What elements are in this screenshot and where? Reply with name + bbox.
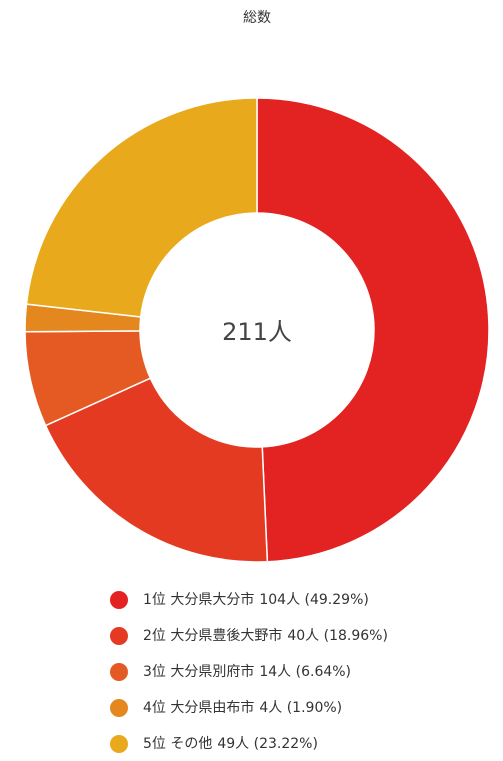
legend-value: 104人 (49.29%) [259,592,368,608]
legend-category: 4位 大分県由布市 [143,699,254,716]
legend-category: 3位 大分県別府市 [143,663,254,680]
legend-category: 5位 その他 [143,736,212,752]
legend-value: 40人 (18.96%) [287,628,388,644]
legend-label: 2位 大分県豊後大野市 40人 (18.96%) [143,627,388,644]
legend-label: 3位 大分県別府市 14人 (6.64%) [143,663,351,680]
donut-segment [25,97,258,318]
legend-label: 4位 大分県由布市 4人 (1.90%) [143,699,342,716]
legend-label: 5位 その他 49人 (23.22%) [143,736,318,752]
legend-value: 14人 (6.64%) [259,664,351,680]
legend-category: 1位 大分県大分市 [143,591,254,608]
chart-title: 総数 [243,10,271,26]
donut-segment [44,377,269,563]
center-label: 211人 [222,318,292,346]
legend-swatch [110,627,128,645]
legend-swatch [110,663,128,681]
legend-value: 49人 (23.22%) [217,736,318,752]
donut-segment [256,97,490,563]
legend-label: 1位 大分県大分市 104人 (49.29%) [143,591,369,608]
legend-value: 4人 (1.90%) [259,700,342,716]
legend-swatch [110,591,128,609]
legend-swatch [110,735,128,753]
legend-swatch [110,699,128,717]
legend-category: 2位 大分県豊後大野市 [143,627,282,644]
